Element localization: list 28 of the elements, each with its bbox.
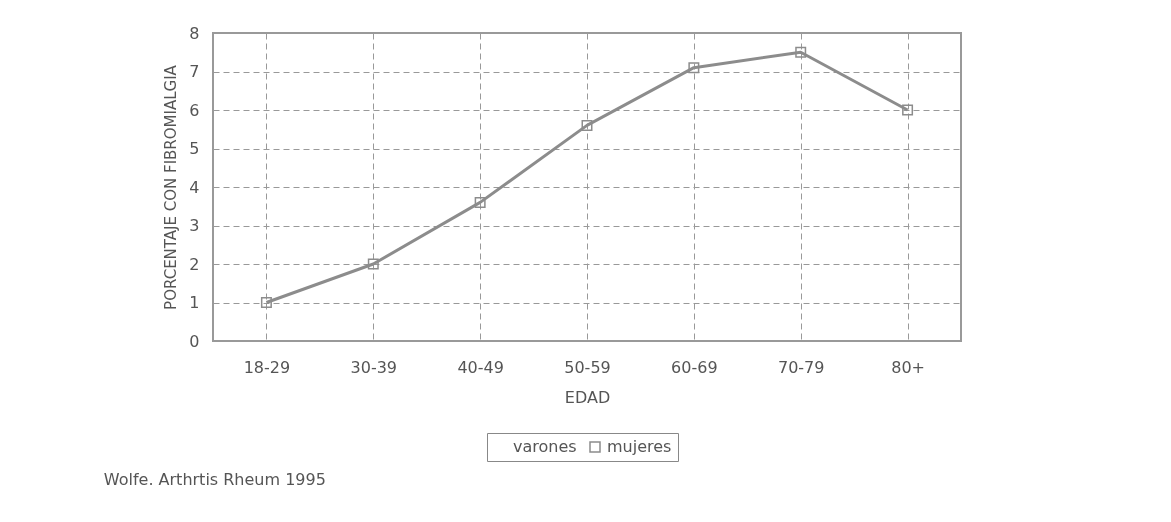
x-tick-label: 30-39: [350, 357, 398, 377]
x-tick-label: 80+: [891, 357, 925, 377]
x-tick-label: 40-49: [457, 357, 504, 377]
y-axis-title: PORCENTAJE CON FIBROMIALGIA: [162, 64, 181, 310]
y-tick-label: 4: [189, 177, 200, 197]
x-tick-label: 18-29: [243, 357, 291, 377]
text: varones: [513, 437, 577, 456]
y-tick-label: 5: [189, 139, 200, 158]
y-tick-label: 6: [189, 100, 200, 120]
legend-label: mujeres: [607, 437, 672, 456]
y-tick-label: 1: [189, 293, 200, 312]
x-tick-label: 60-69: [671, 357, 718, 377]
y-tick-label: 0: [189, 331, 200, 351]
y-tick-label: 7: [189, 62, 200, 81]
x-tick-label: 50-59: [564, 357, 611, 377]
point: [260, 297, 272, 308]
y-tick-label: 8: [189, 23, 200, 43]
point: [688, 62, 700, 74]
x-tick-label: 70-79: [777, 357, 825, 377]
point: [367, 258, 379, 270]
point: [795, 46, 807, 58]
point: [581, 119, 593, 131]
point: [474, 196, 486, 208]
y-tick-label: 2: [189, 254, 200, 274]
y-tick-label: 3: [189, 216, 200, 235]
text: Wolfe. Arthrtis Rheum 1995: [103, 469, 326, 489]
x-axis-title: EDAD: [564, 387, 611, 407]
point: [902, 104, 914, 116]
